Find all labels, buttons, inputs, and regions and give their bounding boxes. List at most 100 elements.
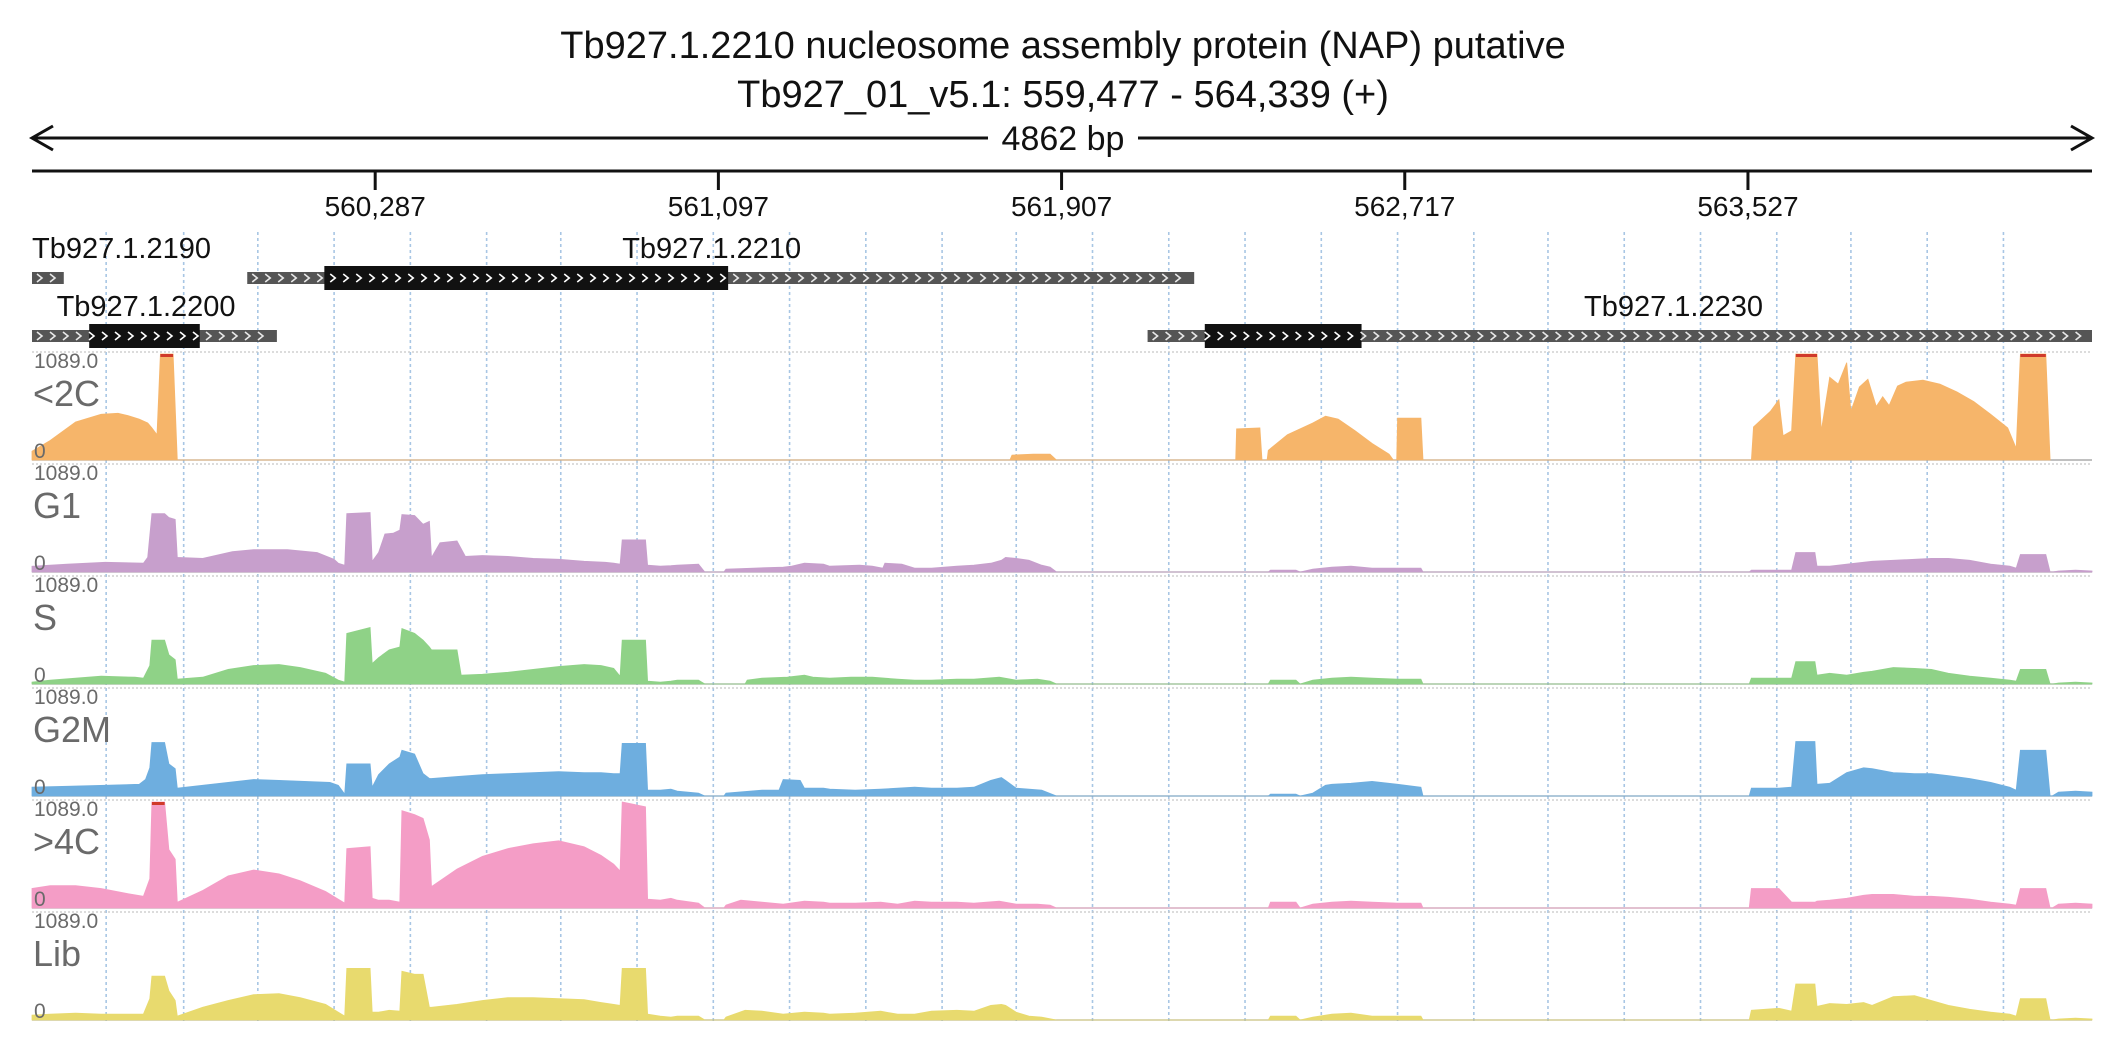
strand-arrow-icon <box>1269 331 1276 341</box>
y-max-label: 1089.0 <box>34 798 98 821</box>
strand-arrow-icon <box>1841 331 1848 341</box>
strand-arrow-icon <box>1399 331 1406 341</box>
strand-arrow-icon <box>1750 331 1757 341</box>
strand-arrow-icon <box>1802 331 1809 341</box>
strand-arrow-icon <box>888 273 896 283</box>
strand-arrow-icon <box>1542 331 1549 341</box>
ruler-tick-label: 563,527 <box>1697 191 1798 222</box>
strand-arrow-icon <box>1438 331 1445 341</box>
strand-arrow-icon <box>407 273 415 283</box>
strand-arrow-icon <box>1568 331 1575 341</box>
y-min-label: 0 <box>34 552 46 575</box>
y-max-label: 1089.0 <box>34 686 98 709</box>
strand-arrow-icon <box>641 273 649 283</box>
strand-arrow-icon <box>589 273 597 283</box>
strand-arrow-icon <box>1178 331 1185 341</box>
strand-arrow-icon <box>1490 331 1497 341</box>
strand-arrow-icon <box>1828 331 1835 341</box>
strand-arrow-icon <box>1503 331 1510 341</box>
strand-arrow-icon <box>823 273 831 283</box>
gene-body <box>32 272 64 284</box>
strand-arrow-icon <box>316 273 324 283</box>
strand-arrow-icon <box>1347 331 1354 341</box>
y-min-label: 0 <box>34 440 46 463</box>
grid-lines <box>32 232 2092 1022</box>
strand-arrow-icon <box>2023 331 2030 341</box>
strand-arrow-icon <box>244 331 252 341</box>
y-min-label: 0 <box>34 1000 46 1023</box>
clip-marker <box>2020 354 2046 357</box>
strand-arrow-icon <box>1724 331 1731 341</box>
strand-arrow-icon <box>2062 331 2069 341</box>
span-arrow-right-icon <box>2070 124 2096 152</box>
span-label: 4862 bp <box>1002 120 1125 158</box>
strand-arrow-icon <box>485 273 493 283</box>
strand-arrow-icon <box>1334 331 1341 341</box>
strand-arrow-icon <box>979 273 987 283</box>
strand-arrow-icon <box>1854 331 1861 341</box>
gene-track: Tb927.1.2190 Tb927.1.2210 Tb927.1.2200 Tb92… <box>32 233 2092 348</box>
strand-arrow-icon <box>1893 331 1900 341</box>
strand-arrow-icon <box>75 331 83 341</box>
strand-arrow-icon <box>524 273 532 283</box>
strand-arrow-icon <box>706 273 714 283</box>
strand-arrow-icon <box>290 273 298 283</box>
strand-arrow-icon <box>62 331 70 341</box>
strand-arrow-icon <box>1044 273 1052 283</box>
strand-arrow-icon <box>914 273 922 283</box>
strand-arrow-icon <box>1945 331 1952 341</box>
strand-arrow-icon <box>1464 331 1471 341</box>
strand-arrow-icon <box>257 331 265 341</box>
strand-arrow-icon <box>1412 331 1419 341</box>
strand-arrow-icon <box>251 273 259 283</box>
y-max-label: 1089.0 <box>34 350 98 373</box>
strand-arrow-icon <box>1083 273 1091 283</box>
gene-label: Tb927.1.2230 <box>1584 291 1763 323</box>
track-name: >4C <box>33 821 100 862</box>
gene-cds <box>324 266 729 290</box>
strand-arrow-icon <box>511 273 519 283</box>
coverage-tracks: 1089.00<2C1089.00G11089.00S1089.00G2M108… <box>31 350 2093 1023</box>
coverage-area <box>31 512 2093 573</box>
strand-arrow-icon <box>1555 331 1562 341</box>
strand-arrow-icon <box>2075 331 2082 341</box>
coverage-track: 1089.0 0 G2M <box>31 686 2093 799</box>
strand-arrow-icon <box>667 273 675 283</box>
strand-arrow-icon <box>849 273 857 283</box>
strand-arrow-icon <box>875 273 883 283</box>
strand-arrow-icon <box>966 273 974 283</box>
strand-arrow-icon <box>550 273 558 283</box>
strand-arrow-icon <box>992 273 1000 283</box>
strand-arrow-icon <box>1698 331 1705 341</box>
strand-arrow-icon <box>1148 273 1156 283</box>
locus-label: Tb927_01_v5.1: 559,477 - 564,339 (+) <box>737 74 1389 116</box>
strand-arrow-icon <box>1932 331 1939 341</box>
strand-arrow-icon <box>231 331 239 341</box>
strand-arrow-icon <box>602 273 610 283</box>
strand-arrow-icon <box>101 331 109 341</box>
coverage-track: 1089.0 0 <2C <box>31 350 2092 463</box>
strand-arrow-icon <box>2036 331 2043 341</box>
strand-arrow-icon <box>1152 331 1159 341</box>
track-name: G1 <box>33 485 81 526</box>
strand-arrow-icon <box>1646 331 1653 341</box>
strand-arrow-icon <box>927 273 935 283</box>
strand-arrow-icon <box>1109 273 1117 283</box>
gene-label: Tb927.1.2200 <box>57 291 236 323</box>
strand-arrow-icon <box>1122 273 1130 283</box>
strand-arrow-icon <box>342 273 350 283</box>
y-max-label: 1089.0 <box>34 910 98 933</box>
strand-arrow-icon <box>1096 273 1104 283</box>
strand-arrow-icon <box>758 273 766 283</box>
strand-arrow-icon <box>1633 331 1640 341</box>
strand-arrow-icon <box>1763 331 1770 341</box>
strand-arrow-icon <box>1386 331 1393 341</box>
strand-arrow-icon <box>498 273 506 283</box>
coverage-area <box>31 741 2093 797</box>
strand-arrow-icon <box>745 273 753 283</box>
coverage-track: 1089.0 0 G1 <box>31 462 2093 575</box>
strand-arrow-icon <box>277 273 285 283</box>
strand-arrow-icon <box>1295 331 1302 341</box>
